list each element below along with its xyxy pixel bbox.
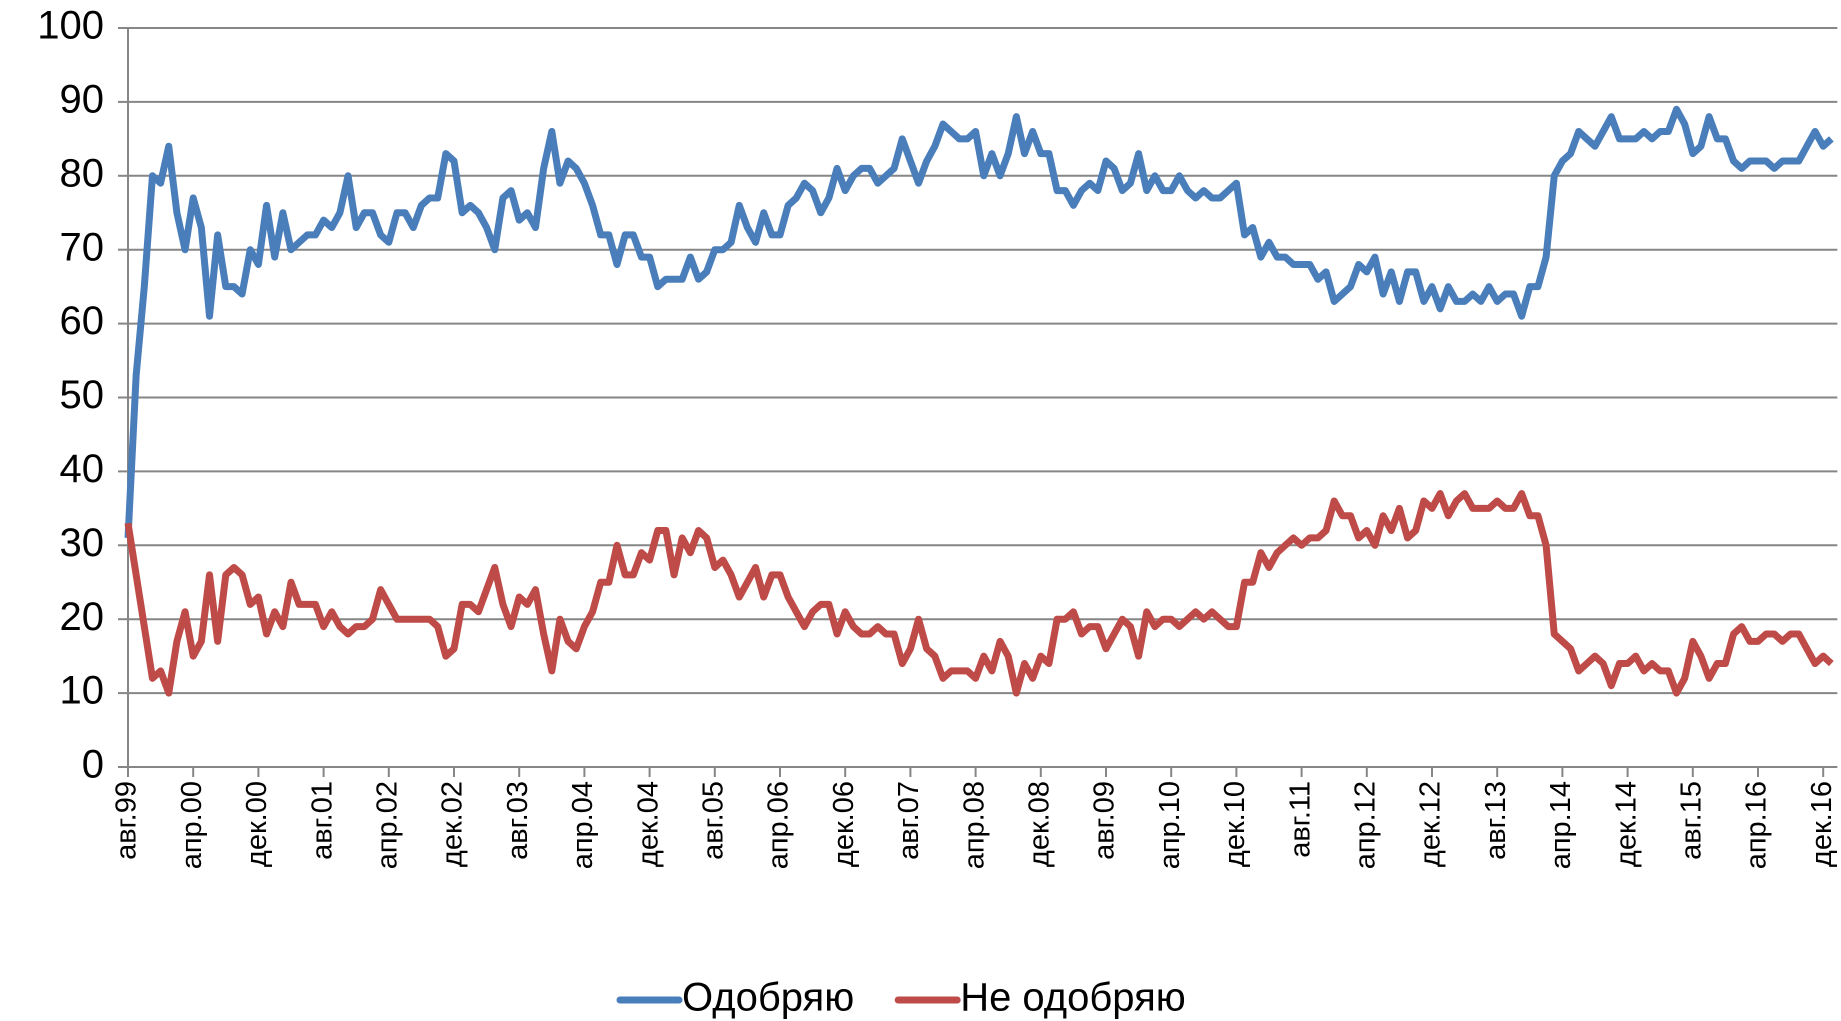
x-tick-label: дек.08 (1023, 781, 1055, 867)
y-tick-label: 30 (60, 521, 105, 565)
x-tick-label: апр.00 (176, 781, 208, 869)
y-tick-label: 20 (60, 595, 105, 639)
x-tick-label: авг.15 (1675, 781, 1707, 860)
x-tick-label: дек.06 (828, 781, 860, 867)
x-tick-label: авг.13 (1480, 781, 1512, 860)
x-tick-label: дек.14 (1610, 781, 1642, 867)
x-tick-label: дек.16 (1806, 781, 1838, 867)
x-tick-label: авг.99 (111, 781, 143, 860)
y-tick-label: 50 (60, 373, 105, 417)
x-tick-label: авг.01 (306, 781, 338, 860)
x-tick-label: дек.02 (437, 781, 469, 867)
data-line (124, 105, 1834, 539)
x-tick-label: апр.04 (567, 781, 599, 869)
x-tick-label: авг.09 (1089, 781, 1121, 860)
x-tick-label: апр.16 (1741, 781, 1773, 869)
x-tick-label: дек.04 (632, 781, 664, 867)
y-tick-label: 40 (60, 447, 105, 491)
y-tick-label: 10 (60, 669, 105, 713)
x-tick-label: авг.07 (893, 781, 925, 860)
legend-label: Не одобряю (960, 976, 1186, 1020)
x-tick-label: апр.06 (763, 781, 795, 869)
y-tick-label: 90 (60, 77, 105, 121)
y-tick-label: 70 (60, 225, 105, 269)
x-tick-label: апр.14 (1545, 781, 1577, 869)
y-tick-label: 80 (60, 151, 105, 195)
legend-label: Одобряю (682, 976, 854, 1020)
x-tick-label: авг.03 (502, 781, 534, 860)
data-line (124, 490, 1834, 697)
x-tick-label: авг.05 (697, 781, 729, 860)
x-tick-label: апр.02 (371, 781, 403, 869)
x-tick-label: дек.00 (241, 781, 273, 867)
y-tick-label: 100 (37, 4, 104, 48)
x-tick-label: апр.08 (958, 781, 990, 869)
x-tick-label: апр.12 (1349, 781, 1381, 869)
y-tick-label: 60 (60, 299, 105, 343)
x-tick-label: авг.11 (1284, 781, 1316, 858)
x-tick-label: дек.10 (1219, 781, 1251, 867)
x-tick-label: дек.12 (1415, 781, 1447, 867)
x-tick-label: апр.10 (1154, 781, 1186, 869)
y-tick-label: 0 (82, 743, 104, 787)
